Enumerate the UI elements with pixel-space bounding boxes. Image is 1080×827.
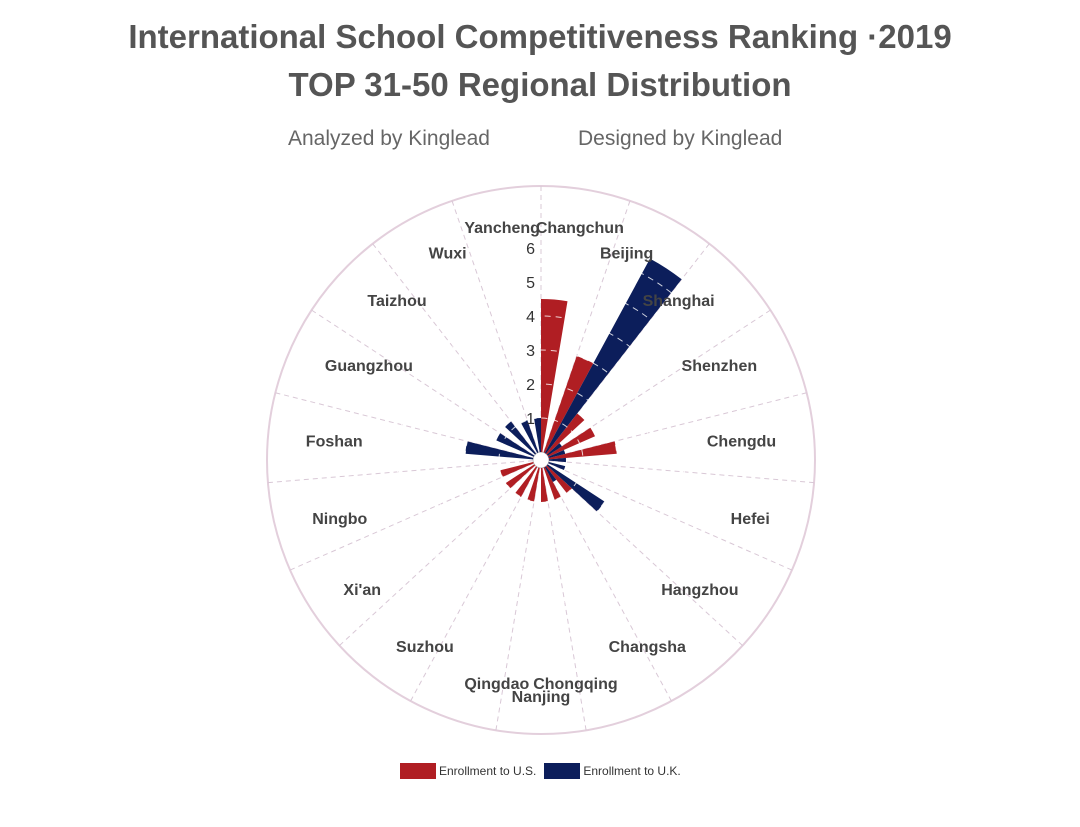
chart-legend: Enrollment to U.S. Enrollment to U.K. [400,763,689,779]
uk-bar-foshan [465,441,534,460]
city-label-yancheng: Yancheng [464,220,540,237]
chart-title-line-1: International School Competitiveness Ran… [128,18,952,55]
us-bar-ningbo [500,461,534,477]
legend-swatch-us [400,763,436,779]
uk-bar-guangzhou [496,433,535,457]
grid-spoke [548,460,815,484]
legend-label-uk: Enrollment to U.K. [583,764,681,778]
us-bar-xian [505,464,536,489]
grid-ring-2 [464,383,618,537]
uk-bar-hangzhou [546,464,605,512]
us-bar-nanjing [541,467,548,502]
radial-tick-label-1: 1 [526,411,535,428]
uk-bar-chengdu [548,457,566,463]
city-label-hefei: Hefei [731,511,770,528]
city-label-shanghai: Shanghai [643,293,715,310]
grid-spoke [410,466,538,702]
us-bar-beijing [543,355,594,453]
uk-bar-yancheng [534,418,541,453]
city-label-changchun: Changchun [536,220,624,237]
grid-spoke [544,466,672,702]
us-bar-suzhou [515,466,538,497]
uk-bar-beijing [544,258,682,454]
grid-spoke [267,460,534,484]
city-label-chongqing: Chongqing [533,676,617,693]
city-label-suzhou: Suzhou [396,639,454,656]
city-label-shenzhen: Shenzhen [682,358,758,375]
us-bar-qingdao [527,467,540,502]
city-label-xian: Xi'an [343,582,381,599]
us-bar-chengdu [548,441,617,460]
legend-item-us: Enrollment to U.S. [400,763,536,779]
legend-item-uk: Enrollment to U.K. [544,763,681,779]
uk-bar-changsha [544,466,557,482]
grid-ring-1 [498,417,584,503]
us-bar-changchun [541,299,568,453]
city-label-hangzhou: Hangzhou [661,582,738,599]
grid-ring-6 [328,247,754,673]
city-label-beijing: Beijing [600,245,653,262]
city-label-qingdao: Qingdao [464,676,529,693]
us-bar-chongqing [543,467,561,500]
uk-bar-taizhou [505,421,537,455]
inner-ring [532,451,550,469]
city-label-ningbo: Ningbo [312,511,367,528]
radial-tick-label-2: 2 [526,377,535,394]
analyzed-by-credit: Analyzed by Kinglead [288,127,490,150]
designed-by-credit: Designed by Kinglead [578,127,783,150]
us-bar-changsha [545,465,572,494]
city-label-nanjing: Nanjing [512,689,571,706]
city-label-changsha: Changsha [609,639,686,656]
city-label-foshan: Foshan [306,434,363,451]
radial-tick-label-5: 5 [526,275,535,292]
uk-bar-hefei [548,461,566,471]
us-bar-shenzhen [547,427,596,457]
grid-ring-5 [362,281,720,639]
us-bar-shanghai [545,413,585,455]
legend-label-us: Enrollment to U.S. [439,764,537,778]
uk-bar-shanghai [546,443,562,456]
city-label-guangzhou: Guangzhou [325,358,413,375]
city-label-taizhou: Taizhou [367,293,426,310]
legend-swatch-uk [544,763,581,779]
city-label-chengdu: Chengdu [707,434,776,451]
radial-tick-label-3: 3 [526,343,535,360]
city-label-wuxi: Wuxi [429,245,467,262]
grid-ring-4 [396,315,686,605]
uk-bar-wuxi [521,420,539,453]
radial-tick-label-6: 6 [526,241,535,258]
grid-spoke [339,465,536,646]
chart-title-line-2: TOP 31-50 Regional Distribution [288,66,792,103]
uk-bar-shenzhen [548,449,566,459]
radial-tick-label-4: 4 [526,309,535,326]
grid-ring-3 [430,349,652,571]
